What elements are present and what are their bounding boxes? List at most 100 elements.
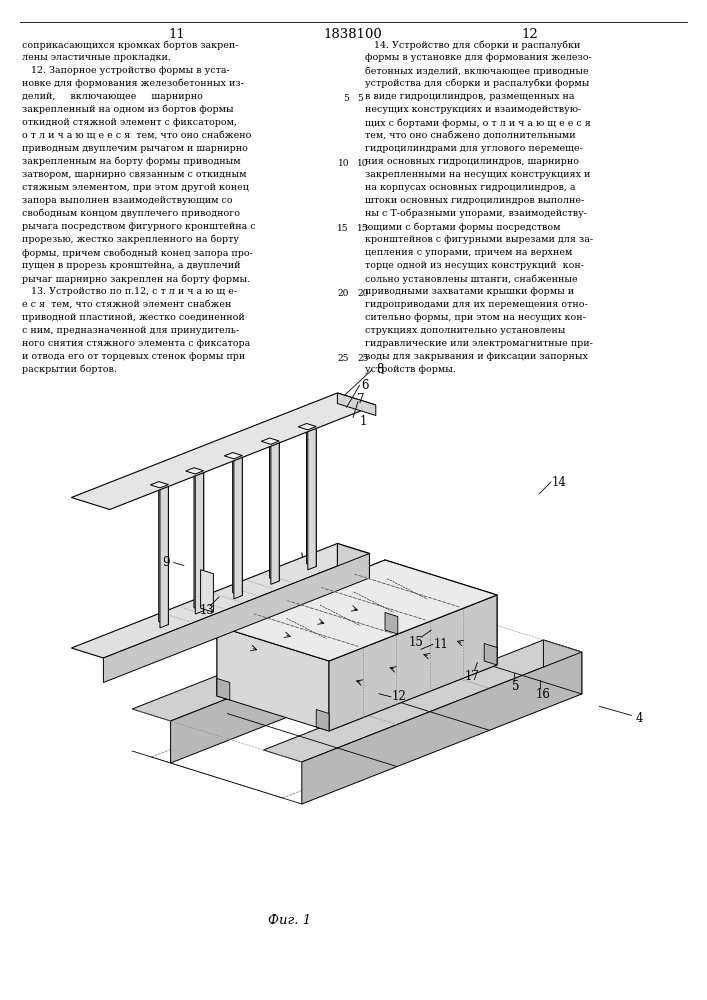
Polygon shape: [269, 438, 279, 581]
Text: 1: 1: [360, 415, 367, 428]
Text: 14. Устройство для сборки и распалубки: 14. Устройство для сборки и распалубки: [365, 40, 580, 49]
Text: 4: 4: [636, 712, 643, 725]
Polygon shape: [385, 612, 398, 634]
Text: 25: 25: [357, 354, 368, 363]
Text: Фиг. 1: Фиг. 1: [269, 914, 312, 926]
Text: гидроприводами для их перемещения отно-: гидроприводами для их перемещения отно-: [365, 300, 588, 309]
Text: 14: 14: [551, 476, 566, 488]
Polygon shape: [412, 599, 450, 653]
Text: формы в установке для формования железо-: формы в установке для формования железо-: [365, 53, 592, 62]
Text: цепления с упорами, причем на верхнем: цепления с упорами, причем на верхнем: [365, 248, 573, 257]
Text: струкциях дополнительно установлены: струкциях дополнительно установлены: [365, 326, 566, 335]
Text: кронштейнов с фигурными вырезами для за-: кронштейнов с фигурными вырезами для за-: [365, 235, 593, 244]
Polygon shape: [217, 560, 497, 661]
Text: лены эластичные прокладки.: лены эластичные прокладки.: [22, 53, 171, 62]
Text: 15: 15: [337, 224, 349, 233]
Polygon shape: [337, 544, 369, 578]
Text: ны с Т-образными упорами, взаимодейству-: ны с Т-образными упорами, взаимодейству-: [365, 209, 587, 219]
Text: 20: 20: [357, 289, 368, 298]
Text: новке для формования железобетонных из-: новке для формования железобетонных из-: [22, 79, 244, 89]
Text: 11: 11: [169, 28, 185, 41]
Polygon shape: [217, 560, 385, 696]
Text: ния основных гидроцилиндров, шарнирно: ния основных гидроцилиндров, шарнирно: [365, 157, 579, 166]
Text: гидроцилиндрами для углового перемеще-: гидроцилиндрами для углового перемеще-: [365, 144, 583, 153]
Text: несущих конструкциях и взаимодействую-: несущих конструкциях и взаимодействую-: [365, 105, 581, 114]
Polygon shape: [337, 393, 376, 416]
Text: соприкасающихся кромках бортов закреп-: соприкасающихся кромках бортов закреп-: [22, 40, 238, 49]
Text: стяжным элементом, при этом другой конец: стяжным элементом, при этом другой конец: [22, 183, 249, 192]
Text: 20: 20: [338, 289, 349, 298]
Text: пущен в прорезь кронштейна, а двуплечий: пущен в прорезь кронштейна, а двуплечий: [22, 261, 240, 270]
Polygon shape: [385, 560, 497, 665]
Text: на корпусах основных гидроцилиндров, а: на корпусах основных гидроцилиндров, а: [365, 183, 575, 192]
Text: 16: 16: [536, 688, 551, 700]
Text: раскрытии бортов.: раскрытии бортов.: [22, 365, 117, 374]
Text: тем, что оно снабжено дополнительными: тем, что оно снабжено дополнительными: [365, 131, 575, 140]
Text: и отвода его от торцевых стенок формы при: и отвода его от торцевых стенок формы пр…: [22, 352, 245, 361]
Polygon shape: [103, 554, 369, 682]
Polygon shape: [132, 599, 450, 721]
Text: гидравлические или электромагнитные при-: гидравлические или электромагнитные при-: [365, 339, 593, 348]
Text: 13. Устройство по п.12, с т л и ч а ю щ е-: 13. Устройство по п.12, с т л и ч а ю щ …: [22, 287, 237, 296]
Text: 9: 9: [162, 556, 170, 569]
Polygon shape: [298, 424, 316, 430]
Text: 12: 12: [522, 28, 538, 41]
Polygon shape: [316, 710, 329, 731]
Polygon shape: [151, 482, 168, 488]
Text: с ним, предназначенной для принудитель-: с ним, предназначенной для принудитель-: [22, 326, 239, 335]
Polygon shape: [234, 456, 243, 599]
Text: 6: 6: [361, 379, 368, 392]
Text: закрепленный на одном из бортов формы: закрепленный на одном из бортов формы: [22, 105, 233, 114]
Polygon shape: [262, 438, 279, 444]
Polygon shape: [271, 441, 279, 584]
Text: воды для закрывания и фиксации запорных: воды для закрывания и фиксации запорных: [365, 352, 588, 361]
Text: 25: 25: [337, 354, 349, 363]
Text: 15: 15: [409, 636, 423, 649]
Text: 5: 5: [343, 94, 349, 103]
Polygon shape: [71, 393, 376, 510]
Polygon shape: [217, 678, 230, 700]
Text: 10: 10: [337, 159, 349, 168]
Text: приводной пластиной, жестко соединенной: приводной пластиной, жестко соединенной: [22, 313, 245, 322]
Text: штоки основных гидроцилиндров выполне-: штоки основных гидроцилиндров выполне-: [365, 196, 584, 205]
Text: рычага посредством фигурного кронштейна с: рычага посредством фигурного кронштейна …: [22, 222, 256, 231]
Text: сольно установлены штанги, снабженные: сольно установлены штанги, снабженные: [365, 274, 578, 284]
Text: 5: 5: [357, 94, 363, 103]
Polygon shape: [201, 570, 214, 612]
Text: о т л и ч а ю щ е е с я  тем, что оно снабжено: о т л и ч а ю щ е е с я тем, что оно сна…: [22, 131, 252, 140]
Text: щих с бортами формы, о т л и ч а ю щ е е с я: щих с бортами формы, о т л и ч а ю щ е е…: [365, 118, 591, 127]
Text: затвором, шарнирно связанным с откидным: затвором, шарнирно связанным с откидным: [22, 170, 247, 179]
Polygon shape: [544, 640, 582, 694]
Text: ного снятия стяжного элемента с фиксатора: ного снятия стяжного элемента с фиксатор…: [22, 339, 250, 348]
Text: торце одной из несущих конструкций  кон-: торце одной из несущих конструкций кон-: [365, 261, 584, 270]
Text: 10: 10: [357, 159, 368, 168]
Text: 12: 12: [392, 690, 407, 703]
Text: закрепленными на несущих конструкциях и: закрепленными на несущих конструкциях и: [365, 170, 590, 179]
Text: делий,     включающее     шарнирно: делий, включающее шарнирно: [22, 92, 203, 101]
Text: 15: 15: [357, 224, 368, 233]
Text: 5: 5: [513, 680, 520, 694]
Text: закрепленным на борту формы приводным: закрепленным на борту формы приводным: [22, 157, 240, 166]
Polygon shape: [484, 644, 497, 665]
Polygon shape: [264, 640, 582, 762]
Polygon shape: [186, 468, 204, 474]
Text: 17: 17: [465, 670, 480, 683]
Polygon shape: [217, 626, 329, 731]
Polygon shape: [159, 482, 168, 625]
Text: свободным концом двуплечего приводного: свободным концом двуплечего приводного: [22, 209, 240, 219]
Text: 1838100: 1838100: [324, 28, 382, 41]
Text: 8: 8: [376, 363, 384, 376]
Polygon shape: [71, 544, 369, 658]
Text: 7: 7: [357, 393, 365, 406]
Polygon shape: [195, 471, 204, 614]
Polygon shape: [302, 652, 582, 804]
Polygon shape: [160, 485, 168, 628]
Text: прорезью, жестко закрепленного на борту: прорезью, жестко закрепленного на борту: [22, 235, 239, 244]
Text: рычаг шарнирно закреплен на борту формы.: рычаг шарнирно закреплен на борту формы.: [22, 274, 250, 284]
Polygon shape: [308, 426, 316, 570]
Polygon shape: [233, 453, 243, 596]
Text: 11: 11: [433, 638, 448, 651]
Text: сительно формы, при этом на несущих кон-: сительно формы, при этом на несущих кон-: [365, 313, 586, 322]
Polygon shape: [194, 468, 204, 611]
Text: е с я  тем, что стяжной элемент снабжен: е с я тем, что стяжной элемент снабжен: [22, 300, 231, 309]
